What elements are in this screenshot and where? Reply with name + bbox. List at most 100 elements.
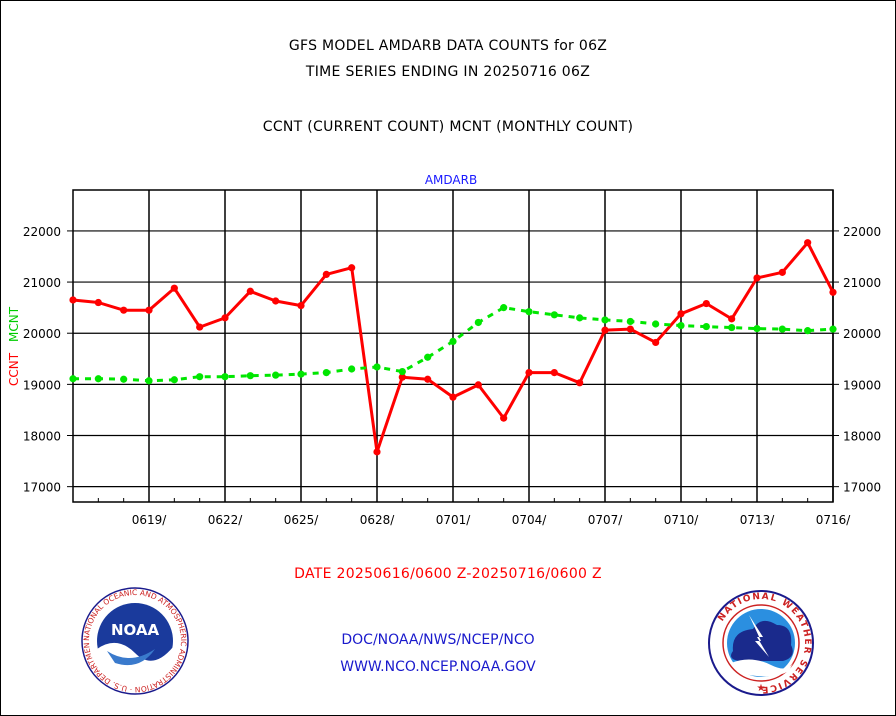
data-point-ccnt xyxy=(652,338,660,347)
x-tick-label: 0716/ xyxy=(816,513,852,527)
data-point-ccnt xyxy=(69,296,77,304)
data-point-ccnt xyxy=(626,325,634,333)
data-point-mcnt xyxy=(297,370,305,378)
data-point-mcnt xyxy=(373,363,381,371)
data-point-mcnt xyxy=(778,325,786,333)
data-point-mcnt xyxy=(677,321,685,330)
data-point-ccnt xyxy=(322,270,330,278)
y-tick-label-right: 21000 xyxy=(843,276,881,290)
data-point-ccnt xyxy=(449,393,457,401)
data-point-ccnt xyxy=(272,297,280,305)
x-tick-label: 0701/ xyxy=(436,513,472,527)
x-tick-label: 0713/ xyxy=(740,513,776,527)
data-point-mcnt xyxy=(804,327,812,335)
x-tick-label: 0622/ xyxy=(208,513,244,527)
website-link[interactable]: WWW.NCO.NCEP.NOAA.GOV xyxy=(340,659,536,675)
data-point-ccnt xyxy=(221,314,229,322)
data-point-mcnt xyxy=(170,376,178,384)
data-point-ccnt xyxy=(373,448,381,456)
y-tick-label-right: 22000 xyxy=(843,225,881,239)
data-point-mcnt xyxy=(348,365,356,373)
x-tick-label: 0628/ xyxy=(360,513,396,527)
data-point-mcnt xyxy=(94,375,102,383)
series-group xyxy=(69,239,837,456)
data-point-mcnt xyxy=(272,371,280,379)
star-icon: ★ xyxy=(757,683,766,694)
data-point-ccnt xyxy=(601,326,609,334)
y-axis-right: 17000 18000 19000 20000 21000 22000 xyxy=(833,225,881,495)
data-point-ccnt xyxy=(728,315,736,323)
data-point-ccnt xyxy=(576,379,584,387)
data-point-ccnt xyxy=(778,268,786,276)
org-path-link[interactable]: DOC/NOAA/NWS/NCEP/NCO xyxy=(341,632,535,648)
y-label-mcnt: MCNT xyxy=(7,306,21,342)
data-point-ccnt xyxy=(120,306,128,314)
data-point-ccnt xyxy=(348,264,356,272)
y-tick-label-right: 19000 xyxy=(843,378,881,392)
y-tick-label-right: 20000 xyxy=(843,327,881,341)
data-point-mcnt xyxy=(246,372,254,380)
data-point-ccnt xyxy=(702,299,710,308)
data-point-mcnt xyxy=(753,325,761,333)
noaa-logo: NOAA NATIONAL OCEANIC AND ATMOSPHERIC AD… xyxy=(81,587,189,695)
data-point-mcnt xyxy=(550,311,558,319)
data-point-mcnt xyxy=(196,373,204,381)
x-tick-label: 0619/ xyxy=(132,513,168,527)
data-point-mcnt xyxy=(221,373,229,381)
plot-title: AMDARB xyxy=(425,173,477,187)
y-tick-label-left: 17000 xyxy=(23,481,61,495)
y-tick-label-right: 18000 xyxy=(843,430,881,444)
chart-title-line-3: CCNT (CURRENT COUNT) MCNT (MONTHLY COUNT… xyxy=(262,119,634,135)
data-point-ccnt xyxy=(196,323,204,331)
x-tick-label: 0710/ xyxy=(664,513,700,527)
data-point-mcnt xyxy=(601,316,609,324)
data-point-mcnt xyxy=(120,375,128,383)
grid xyxy=(73,190,834,502)
data-point-mcnt xyxy=(322,368,330,377)
data-point-mcnt xyxy=(576,314,584,322)
data-point-mcnt xyxy=(145,377,153,385)
data-point-ccnt xyxy=(804,239,812,247)
data-point-ccnt xyxy=(424,375,432,383)
x-tick-label: 0704/ xyxy=(512,513,548,527)
data-point-ccnt xyxy=(677,310,685,318)
data-point-mcnt xyxy=(652,320,660,328)
x-axis: 0619/0622/0625/0628/0701/0704/0707/0710/… xyxy=(72,498,852,527)
data-point-ccnt xyxy=(398,373,406,381)
data-point-ccnt xyxy=(246,287,254,295)
data-point-ccnt xyxy=(474,381,482,389)
data-point-mcnt xyxy=(702,322,710,331)
date-range-label: DATE 20250616/0600 Z-20250716/0600 Z xyxy=(294,566,602,582)
data-point-mcnt xyxy=(69,375,77,383)
data-point-ccnt xyxy=(297,301,305,310)
data-point-mcnt xyxy=(449,337,457,345)
data-point-ccnt xyxy=(525,368,533,377)
y-tick-label-left: 21000 xyxy=(23,276,61,290)
chart-title-line-2: TIME SERIES ENDING IN 20250716 06Z xyxy=(305,64,591,80)
data-point-mcnt xyxy=(626,317,634,326)
y-tick-label-left: 22000 xyxy=(23,225,61,239)
y-tick-label-left: 18000 xyxy=(23,430,61,444)
y-tick-label-right: 17000 xyxy=(843,481,881,495)
x-tick-label: 0707/ xyxy=(588,513,624,527)
data-point-mcnt xyxy=(398,367,406,376)
data-point-ccnt xyxy=(94,298,102,307)
data-point-ccnt xyxy=(170,284,178,292)
data-point-ccnt xyxy=(829,288,837,296)
data-point-mcnt xyxy=(829,325,837,333)
data-point-mcnt xyxy=(474,318,482,327)
data-point-mcnt xyxy=(728,323,736,332)
data-point-mcnt xyxy=(500,304,508,312)
x-tick-label: 0625/ xyxy=(284,513,320,527)
y-label-ccnt: CCNT xyxy=(7,352,21,386)
y-tick-label-left: 19000 xyxy=(23,378,61,392)
data-point-ccnt xyxy=(145,306,153,314)
data-point-ccnt xyxy=(500,414,508,422)
data-point-ccnt xyxy=(753,274,761,282)
y-axis-left: 17000 18000 19000 20000 21000 22000 xyxy=(23,225,73,495)
data-point-mcnt xyxy=(525,308,533,316)
data-point-ccnt xyxy=(550,368,558,377)
noaa-logo-text: NOAA xyxy=(111,621,160,639)
chart-title-line-1: GFS MODEL AMDARB DATA COUNTS for 06Z xyxy=(288,38,608,54)
